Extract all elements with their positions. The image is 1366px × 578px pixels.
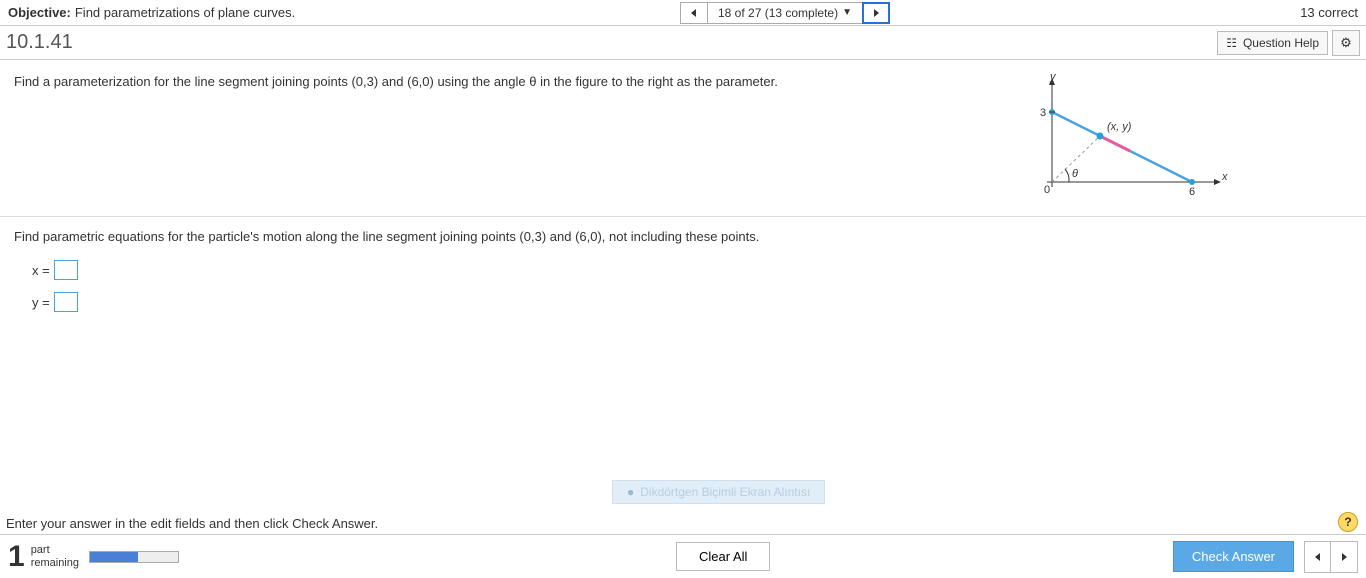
part-label: part remaining — [31, 544, 79, 568]
check-answer-button[interactable]: Check Answer — [1173, 541, 1294, 572]
svg-text:x: x — [1221, 171, 1228, 183]
question-help-label: Question Help — [1243, 36, 1319, 50]
sub-instruction: Find parametric equations for the partic… — [14, 217, 1352, 254]
footer-next-button[interactable] — [1331, 542, 1357, 572]
prev-question-button[interactable] — [680, 2, 708, 24]
question-number: 10.1.41 — [6, 31, 73, 54]
next-question-button[interactable] — [862, 2, 890, 24]
svg-text:θ: θ — [1072, 168, 1078, 180]
svg-text:(x, y): (x, y) — [1107, 121, 1132, 133]
footer-hint: Enter your answer in the edit fields and… — [6, 516, 378, 531]
settings-button[interactable]: ⚙ — [1332, 30, 1360, 56]
correct-count: 13 correct — [1300, 5, 1358, 20]
svg-text:y: y — [1049, 72, 1057, 83]
snip-label: Dikdörtgen Biçimli Ekran Alıntısı — [640, 485, 810, 499]
x-input[interactable] — [54, 260, 78, 280]
list-icon: ☷ — [1226, 36, 1237, 50]
y-equals-label: y = — [32, 295, 50, 310]
progress-fill — [90, 552, 138, 562]
footer-nav — [1304, 541, 1358, 573]
nav-group: 18 of 27 (13 complete) ▼ — [680, 2, 890, 24]
clear-all-button[interactable]: Clear All — [676, 542, 770, 571]
svg-text:6: 6 — [1189, 186, 1195, 198]
svg-text:3: 3 — [1040, 107, 1046, 119]
y-input[interactable] — [54, 292, 78, 312]
objective-text: Find parametrizations of plane curves. — [75, 5, 295, 20]
progress-bar — [89, 551, 179, 563]
progress-dropdown[interactable]: 18 of 27 (13 complete) ▼ — [708, 2, 862, 24]
x-equals-label: x = — [32, 263, 50, 278]
gear-icon: ⚙ — [1340, 35, 1352, 51]
progress-text: 18 of 27 (13 complete) — [718, 6, 838, 20]
question-help-button[interactable]: ☷ Question Help — [1217, 31, 1328, 55]
help-button[interactable]: ? — [1338, 512, 1358, 532]
footer-prev-button[interactable] — [1305, 542, 1331, 572]
svg-text:0: 0 — [1044, 184, 1050, 196]
figure: 3 6 0 y x (x, y) θ — [1022, 72, 1232, 202]
snip-tool-badge: ● Dikdörtgen Biçimli Ekran Alıntısı — [612, 480, 825, 504]
dot-icon: ● — [627, 485, 634, 499]
part-number: 1 — [8, 540, 25, 574]
chevron-down-icon: ▼ — [842, 7, 852, 18]
objective-label: Objective: — [8, 5, 71, 20]
problem-statement: Find a parameterization for the line seg… — [14, 72, 1022, 202]
